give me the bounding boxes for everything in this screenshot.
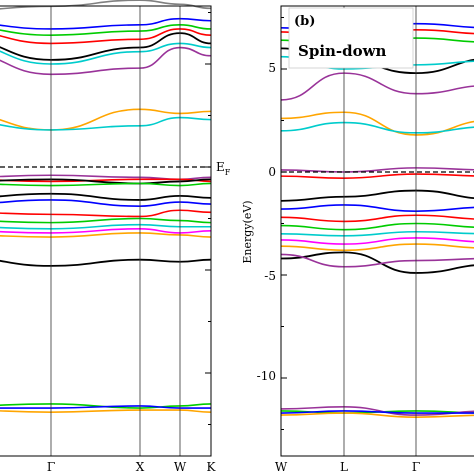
legend-spin-down: Spin-down [298,42,387,60]
band-line-17 [0,217,212,224]
band-line-4 [0,28,212,45]
band-line-19 [280,253,474,268]
left-ticks [205,12,211,425]
band-line-18 [0,223,211,230]
band-line-14 [280,222,474,231]
band-line-15 [280,230,474,237]
ytick-label-minus10: -10 [257,369,276,383]
band-line-19 [0,227,212,234]
left-xtick-k: K [207,460,217,474]
ytick-label-5: 5 [268,61,276,75]
band-line-8 [0,108,212,131]
band-line-2 [0,24,212,36]
band-line-12 [280,204,474,212]
ytick-label-0: 0 [268,165,276,179]
right-ticks [281,17,287,430]
band-line-23 [280,410,474,414]
left-plot-frame [0,5,212,457]
band-line-13 [280,214,474,223]
left-xtick-w: W [174,460,187,474]
legend-box [288,7,414,69]
band-line-22 [0,403,212,409]
band-line-6 [280,72,474,101]
band-line-11 [280,189,474,202]
right-band-lines [280,22,474,418]
y-axis-label: Energy(eV) [241,200,254,263]
band-line-13 [0,182,212,187]
band-line-14 [0,192,212,201]
band-line-3 [0,32,212,61]
band-line-9 [280,167,474,173]
ytick-label-minus5: -5 [264,269,276,283]
band-line-24 [0,405,211,409]
band-line-16 [0,209,212,218]
band-line-5 [0,17,212,30]
band-line-21 [0,258,212,267]
band-line-9 [0,116,212,131]
band-line-16 [280,237,474,245]
band-line-7 [280,111,474,136]
right-xtick-gamma: Γ [412,460,420,474]
band-line-23 [0,409,212,413]
band-line-1 [0,0,212,10]
left-xtick-gamma: Γ [47,460,55,474]
band-line-6 [0,42,212,65]
panel-label-b: (b) [294,14,315,29]
band-line-18 [280,251,474,274]
band-line-21 [280,412,474,418]
band-line-17 [280,243,474,252]
left-xtick-x: X [136,460,145,474]
band-line-15 [0,199,212,207]
left-band-lines [0,0,212,413]
band-line-8 [280,121,474,134]
right-xtick-w: W [275,460,288,474]
right-plot-frame [280,5,474,457]
band-line-7 [0,46,212,76]
right-panel: (b) Spin-down Energy(eV) 5 0 -5 -10 W L … [241,5,474,474]
band-line-20 [0,232,212,238]
left-panel: EF Γ X W K [0,0,231,474]
band-line-10 [280,173,474,179]
right-xtick-l: L [340,460,348,474]
fermi-label: EF [216,160,231,177]
